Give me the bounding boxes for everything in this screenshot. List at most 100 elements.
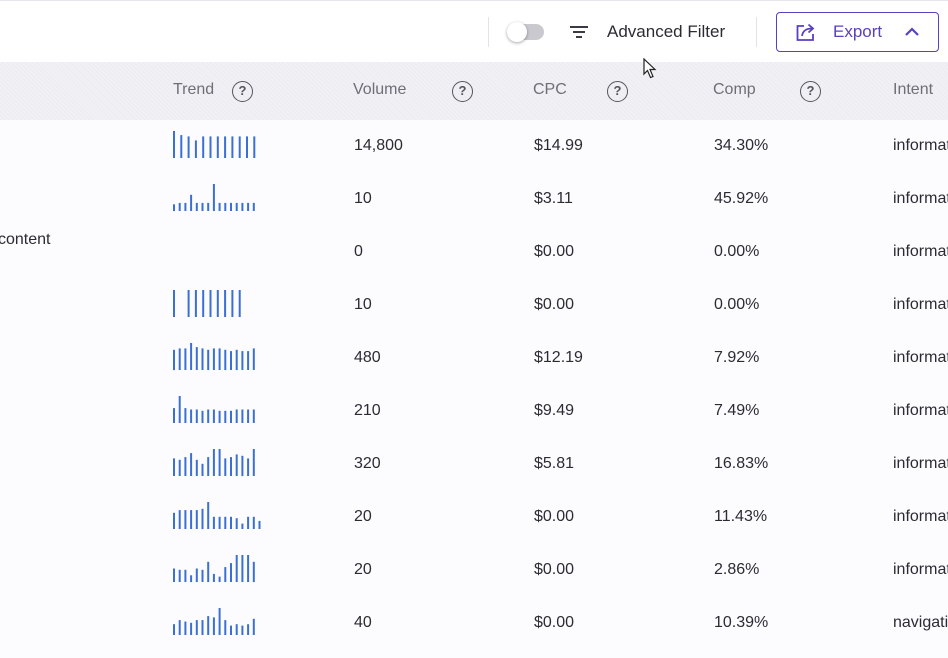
trend-bar — [173, 349, 175, 371]
advanced-filter-label: Advanced Filter — [607, 22, 726, 41]
trend-bar — [246, 136, 248, 158]
export-label: Export — [833, 22, 883, 41]
trend-bar — [235, 349, 238, 371]
trend-bar — [252, 618, 255, 635]
trend-bar — [190, 575, 193, 583]
trend-bar — [178, 510, 181, 529]
trend-bar — [201, 463, 204, 476]
trend-bar — [252, 409, 255, 423]
trend-sparkline — [173, 608, 255, 635]
advanced-filter-button[interactable]: Advanced Filter — [568, 17, 725, 47]
intent-cell: informational — [893, 561, 948, 579]
trend-bar — [238, 290, 241, 317]
cpc-cell: $3.11 — [534, 190, 573, 207]
intent-cell: informational — [893, 190, 948, 208]
table-row[interactable]: 320 $5.81 16.83% informational — [0, 438, 948, 491]
trend-bar — [212, 617, 215, 635]
trend-bar — [218, 348, 221, 370]
volume-cell: 20 — [354, 561, 372, 578]
help-icon-comp[interactable]: ? — [800, 81, 821, 102]
help-icon-trend[interactable]: ? — [232, 81, 253, 102]
trend-bar — [241, 523, 244, 529]
trend-bar — [207, 202, 210, 211]
trend-bar — [212, 516, 215, 529]
help-icon-cpc[interactable]: ? — [607, 81, 628, 102]
comp-cell: 16.83% — [714, 455, 769, 472]
trend-bar — [230, 351, 232, 370]
trend-bar — [218, 410, 221, 423]
table-row[interactable]: 20 $0.00 11.43% informational — [0, 491, 948, 544]
trend-bar — [224, 136, 227, 158]
filter-lines-icon — [570, 26, 588, 38]
intent-cell: navigational — [893, 614, 948, 632]
trend-bar — [241, 351, 244, 370]
trend-bar — [184, 457, 187, 476]
volume-cell: 14,800 — [354, 137, 403, 154]
column-header-trend[interactable]: Trend — [173, 81, 215, 98]
intent-label: informational — [893, 243, 948, 260]
table-header: Trend ? Volume ? CPC ? Comp ? Intent — [0, 62, 948, 120]
table-row[interactable]: 14,800 $14.99 34.30% informational — [0, 120, 948, 173]
trend-bar — [238, 136, 241, 158]
export-button[interactable]: Export — [776, 12, 939, 52]
column-header-comp[interactable]: Comp — [713, 81, 756, 98]
trend-bar — [224, 458, 227, 476]
trend-bar — [178, 348, 181, 370]
volume-cell: 20 — [354, 508, 372, 525]
trend-bar — [241, 555, 244, 582]
column-header-volume[interactable]: Volume — [353, 81, 407, 98]
trend-bar — [247, 555, 250, 582]
trend-bar — [212, 409, 215, 423]
comp-cell: 2.86% — [714, 561, 760, 578]
help-icon-volume[interactable]: ? — [452, 81, 473, 102]
intent-label: informational — [893, 349, 948, 366]
volume-cell: 10 — [354, 190, 372, 207]
trend-bar — [218, 449, 221, 476]
table-row[interactable]: 210 $9.49 7.49% informational — [0, 385, 948, 438]
trend-bar — [212, 184, 215, 211]
trend-bar — [216, 136, 219, 158]
table-row[interactable]: 480 $12.19 7.92% informational — [0, 332, 948, 385]
trend-bar — [235, 624, 238, 635]
trend-bar — [178, 202, 181, 211]
table-row[interactable]: 40 $0.00 10.39% navigational — [0, 597, 948, 650]
trend-bar — [216, 290, 219, 317]
trend-bar — [230, 457, 232, 476]
view-toggle[interactable] — [507, 22, 544, 42]
intent-label: informational — [893, 296, 948, 313]
trend-bar — [190, 194, 193, 211]
table-row[interactable]: 10 $3.11 45.92% informational — [0, 173, 948, 226]
trend-bar — [173, 204, 175, 212]
column-header-cpc[interactable]: CPC — [533, 81, 567, 98]
volume-cell: 480 — [354, 349, 381, 366]
trend-bar — [194, 290, 197, 317]
share-export-icon — [796, 23, 815, 41]
volume-cell: 210 — [354, 402, 381, 419]
trend-bar — [247, 409, 250, 423]
table-row[interactable]: 10 $0.00 0.00% informational — [0, 279, 948, 332]
cpc-cell: $0.00 — [534, 561, 575, 578]
column-header-intent[interactable]: Intent — [893, 81, 934, 98]
trend-bar — [235, 555, 238, 582]
trend-bar — [252, 449, 255, 476]
trend-bar — [195, 202, 198, 211]
cpc-cell: $14.99 — [534, 137, 583, 154]
trend-bar — [184, 621, 187, 635]
trend-bar — [209, 136, 212, 158]
volume-cell: 0 — [354, 243, 363, 260]
cpc-cell: $0.00 — [534, 614, 575, 631]
trend-bar — [178, 620, 181, 635]
trend-bar — [194, 140, 197, 158]
trend-bar — [207, 409, 210, 423]
trend-bar — [201, 508, 204, 530]
table-row[interactable]: 20 $0.00 2.86% informational — [0, 544, 948, 597]
trend-sparkline — [173, 343, 255, 371]
intent-label: informational — [893, 561, 948, 578]
table-row[interactable]: content 0 $0.00 0.00% informational — [0, 226, 948, 279]
intent-cell: informational — [893, 455, 948, 473]
trend-bar — [235, 454, 238, 476]
trend-bar — [180, 135, 183, 158]
trend-bar — [201, 202, 204, 211]
trend-bar — [224, 410, 227, 423]
comp-cell: 11.43% — [714, 508, 768, 525]
